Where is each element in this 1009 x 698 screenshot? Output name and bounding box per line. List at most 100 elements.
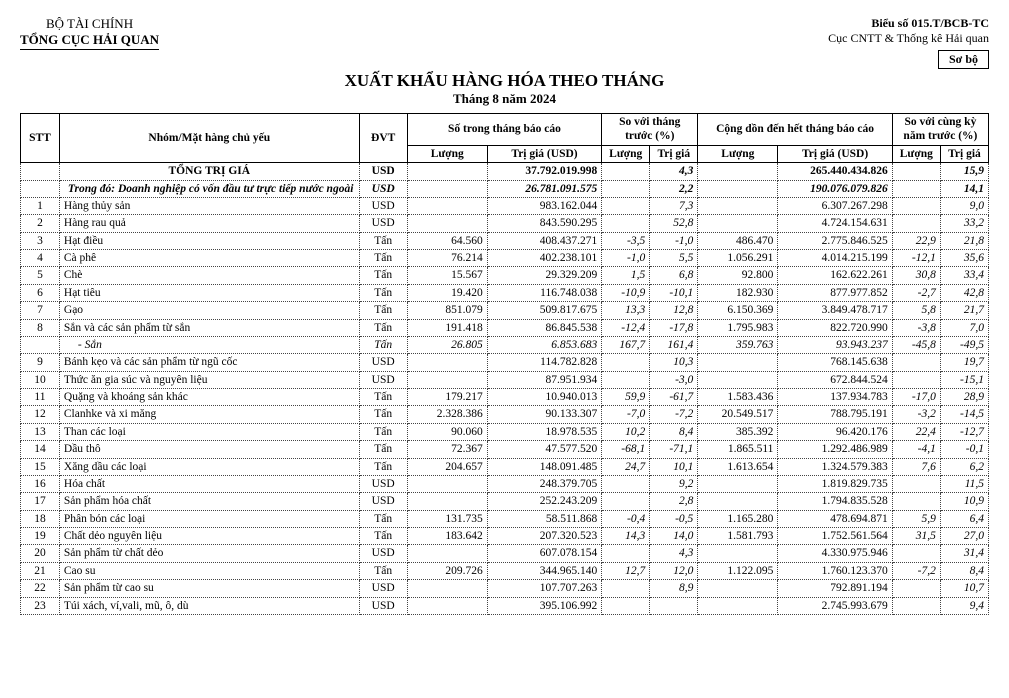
cell-pct1 <box>602 163 650 180</box>
cell-pct2: 12,0 <box>650 562 698 579</box>
cell-val2: 6.307.267.298 <box>778 197 892 214</box>
col-this-month: Số trong tháng báo cáo <box>407 114 602 146</box>
cell-pct3 <box>892 597 940 614</box>
cell-pct1: 13,3 <box>602 302 650 319</box>
cell-pct1: -12,4 <box>602 319 650 336</box>
cell-pct1: -3,5 <box>602 232 650 249</box>
table-row: 5ChèTấn15.56729.329.2091,56,892.800162.6… <box>21 267 989 284</box>
cell-val2: 2.775.846.525 <box>778 232 892 249</box>
cell-pct3 <box>892 354 940 371</box>
col-dvt: ĐVT <box>359 114 407 163</box>
cell-pct2: 2,8 <box>650 493 698 510</box>
col-pct-qty2: Lượng <box>892 145 940 162</box>
cell-pct4: 33,2 <box>940 215 988 232</box>
cell-pct3: 7,6 <box>892 458 940 475</box>
cell-pct3: -17,0 <box>892 389 940 406</box>
cell-dvt: Tấn <box>359 406 407 423</box>
cell-val2: 265.440.434.826 <box>778 163 892 180</box>
table-row: 1Hàng thủy sảnUSD983.162.0447,36.307.267… <box>21 197 989 214</box>
cell-name: Sản phẩm từ cao su <box>59 580 359 597</box>
cell-pct4: 9,4 <box>940 597 988 614</box>
cell-dvt: USD <box>359 597 407 614</box>
form-number: Biểu số 015.T/BCB-TC <box>828 16 989 31</box>
cell-name: Sản phẩm hóa chất <box>59 493 359 510</box>
cell-pct3: -3,8 <box>892 319 940 336</box>
cell-pct4: 31,4 <box>940 545 988 562</box>
cell-pct1: 167,7 <box>602 336 650 353</box>
table-body: TỔNG TRỊ GIÁUSD37.792.019.9984,3265.440.… <box>21 163 989 615</box>
cell-qty2 <box>698 371 778 388</box>
cell-val2: 4.724.154.631 <box>778 215 892 232</box>
cell-stt: 7 <box>21 302 60 319</box>
cell-pct4: -0,1 <box>940 441 988 458</box>
cell-qty1: 183.642 <box>407 528 487 545</box>
cell-pct3: -45,8 <box>892 336 940 353</box>
cell-pct1 <box>602 493 650 510</box>
cell-name: Chè <box>59 267 359 284</box>
cell-dvt: Tấn <box>359 441 407 458</box>
table-row: 18Phân bón các loạiTấn131.73558.511.868-… <box>21 510 989 527</box>
cell-qty1 <box>407 580 487 597</box>
cell-name: Sản phẩm từ chất dẻo <box>59 545 359 562</box>
cell-val2: 162.622.261 <box>778 267 892 284</box>
cell-val2: 93.943.237 <box>778 336 892 353</box>
cell-pct3: 22,4 <box>892 423 940 440</box>
status-badge: Sơ bộ <box>938 50 989 69</box>
title-block: XUẤT KHẨU HÀNG HÓA THEO THÁNG Tháng 8 nă… <box>20 71 989 107</box>
cell-val2: 1.819.829.735 <box>778 475 892 492</box>
cell-stt: 19 <box>21 528 60 545</box>
ministry-name: BỘ TÀI CHÍNH <box>20 16 159 32</box>
cell-qty1 <box>407 197 487 214</box>
cell-qty2: 385.392 <box>698 423 778 440</box>
cell-name: - Sắn <box>59 336 359 353</box>
cell-val1: 18.978.535 <box>487 423 601 440</box>
table-row: TỔNG TRỊ GIÁUSD37.792.019.9984,3265.440.… <box>21 163 989 180</box>
cell-qty1: 76.214 <box>407 250 487 267</box>
col-pct-val2: Trị giá <box>940 145 988 162</box>
cell-qty2: 359.763 <box>698 336 778 353</box>
cell-val1: 37.792.019.998 <box>487 163 601 180</box>
cell-val1: 607.078.154 <box>487 545 601 562</box>
agency-name: TỔNG CỤC HẢI QUAN <box>20 32 159 50</box>
cell-stt: 10 <box>21 371 60 388</box>
cell-pct1 <box>602 475 650 492</box>
cell-dvt: Tấn <box>359 458 407 475</box>
table-row: 4Cà phêTấn76.214402.238.101-1,05,51.056.… <box>21 250 989 267</box>
cell-dvt: Tấn <box>359 423 407 440</box>
cell-name: Quặng và khoáng sản khác <box>59 389 359 406</box>
cell-val1: 252.243.209 <box>487 493 601 510</box>
cell-val2: 1.324.579.383 <box>778 458 892 475</box>
cell-qty2 <box>698 580 778 597</box>
cell-val2: 4.330.975.946 <box>778 545 892 562</box>
cell-pct4: 35,6 <box>940 250 988 267</box>
cell-qty2 <box>698 475 778 492</box>
cell-qty2 <box>698 163 778 180</box>
cell-pct4: 15,9 <box>940 163 988 180</box>
cell-val2: 3.849.478.717 <box>778 302 892 319</box>
cell-stt: 3 <box>21 232 60 249</box>
cell-pct1: -0,4 <box>602 510 650 527</box>
cell-pct3: 22,9 <box>892 232 940 249</box>
cell-pct4: 10,7 <box>940 580 988 597</box>
cell-pct1: 1,5 <box>602 267 650 284</box>
cell-pct2 <box>650 597 698 614</box>
table-row: - SắnTấn26.8056.853.683167,7161,4359.763… <box>21 336 989 353</box>
cell-name: Túi xách, ví,vali, mũ, ô, dù <box>59 597 359 614</box>
cell-name: Chất dẻo nguyên liệu <box>59 528 359 545</box>
cell-qty1: 209.726 <box>407 562 487 579</box>
cell-val1: 344.965.140 <box>487 562 601 579</box>
cell-pct3: 5,9 <box>892 510 940 527</box>
cell-pct3 <box>892 197 940 214</box>
table-row: 2Hàng rau quảUSD843.590.29552,84.724.154… <box>21 215 989 232</box>
cell-qty2 <box>698 215 778 232</box>
cell-stt: 14 <box>21 441 60 458</box>
cell-name: Than các loại <box>59 423 359 440</box>
cell-dvt: USD <box>359 475 407 492</box>
cell-val1: 47.577.520 <box>487 441 601 458</box>
cell-name: Sắn và các sản phẩm từ sắn <box>59 319 359 336</box>
cell-stt: 16 <box>21 475 60 492</box>
cell-stt: 23 <box>21 597 60 614</box>
cell-val2: 788.795.191 <box>778 406 892 423</box>
cell-name: Gạo <box>59 302 359 319</box>
cell-stt: 22 <box>21 580 60 597</box>
